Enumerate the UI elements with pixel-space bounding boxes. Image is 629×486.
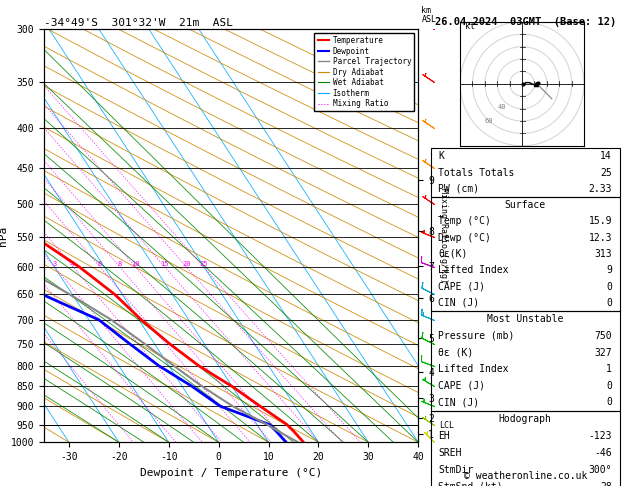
- Text: θε (K): θε (K): [438, 347, 474, 358]
- Text: EH: EH: [438, 431, 450, 441]
- Text: 300°: 300°: [589, 465, 612, 475]
- Text: 25: 25: [199, 261, 208, 267]
- Text: Surface: Surface: [504, 200, 546, 210]
- Text: 0: 0: [606, 398, 612, 407]
- Text: 1: 1: [606, 364, 612, 374]
- Text: 0: 0: [606, 298, 612, 308]
- Y-axis label: hPa: hPa: [0, 226, 8, 246]
- Text: 750: 750: [594, 331, 612, 341]
- Text: SREH: SREH: [438, 448, 462, 458]
- Text: LCL: LCL: [439, 421, 454, 430]
- Text: Lifted Index: Lifted Index: [438, 265, 509, 275]
- Text: 15: 15: [160, 261, 169, 267]
- Text: θε(K): θε(K): [438, 249, 468, 259]
- Text: Totals Totals: Totals Totals: [438, 168, 515, 177]
- Y-axis label: Mixing Ratio (g/kg): Mixing Ratio (g/kg): [439, 188, 448, 283]
- Text: PW (cm): PW (cm): [438, 184, 479, 194]
- Text: 28: 28: [600, 482, 612, 486]
- Text: Lifted Index: Lifted Index: [438, 364, 509, 374]
- Text: CIN (J): CIN (J): [438, 298, 479, 308]
- Text: Pressure (mb): Pressure (mb): [438, 331, 515, 341]
- Text: 60: 60: [485, 119, 493, 124]
- Text: 15.9: 15.9: [589, 216, 612, 226]
- Text: 20: 20: [182, 261, 191, 267]
- Text: CAPE (J): CAPE (J): [438, 281, 486, 292]
- Text: Most Unstable: Most Unstable: [487, 314, 564, 324]
- Text: 8: 8: [118, 261, 122, 267]
- Legend: Temperature, Dewpoint, Parcel Trajectory, Dry Adiabat, Wet Adiabat, Isotherm, Mi: Temperature, Dewpoint, Parcel Trajectory…: [314, 33, 415, 111]
- Text: StmDir: StmDir: [438, 465, 474, 475]
- Text: -46: -46: [594, 448, 612, 458]
- Text: 313: 313: [594, 249, 612, 259]
- Text: StmSpd (kt): StmSpd (kt): [438, 482, 503, 486]
- Text: 6: 6: [98, 261, 102, 267]
- Text: 2.33: 2.33: [589, 184, 612, 194]
- Text: -123: -123: [589, 431, 612, 441]
- Text: Hodograph: Hodograph: [499, 414, 552, 424]
- Text: -34°49'S  301°32'W  21m  ASL: -34°49'S 301°32'W 21m ASL: [44, 18, 233, 28]
- Text: CAPE (J): CAPE (J): [438, 381, 486, 391]
- Text: K: K: [438, 151, 444, 161]
- Text: 4: 4: [71, 261, 75, 267]
- Text: 9: 9: [606, 265, 612, 275]
- Text: 26.04.2024  03GMT  (Base: 12): 26.04.2024 03GMT (Base: 12): [435, 17, 616, 27]
- Text: Temp (°C): Temp (°C): [438, 216, 491, 226]
- Text: CIN (J): CIN (J): [438, 398, 479, 407]
- Text: km
ASL: km ASL: [421, 6, 437, 24]
- Text: kt: kt: [465, 22, 475, 31]
- Text: 40: 40: [498, 104, 506, 110]
- Text: Dewp (°C): Dewp (°C): [438, 233, 491, 243]
- Text: 3: 3: [53, 261, 57, 267]
- Text: 14: 14: [600, 151, 612, 161]
- Text: 25: 25: [600, 168, 612, 177]
- Text: 12.3: 12.3: [589, 233, 612, 243]
- X-axis label: Dewpoint / Temperature (°C): Dewpoint / Temperature (°C): [140, 468, 322, 478]
- Text: 0: 0: [606, 381, 612, 391]
- Text: © weatheronline.co.uk: © weatheronline.co.uk: [464, 471, 587, 481]
- Text: 0: 0: [606, 281, 612, 292]
- Text: 327: 327: [594, 347, 612, 358]
- Text: 10: 10: [131, 261, 140, 267]
